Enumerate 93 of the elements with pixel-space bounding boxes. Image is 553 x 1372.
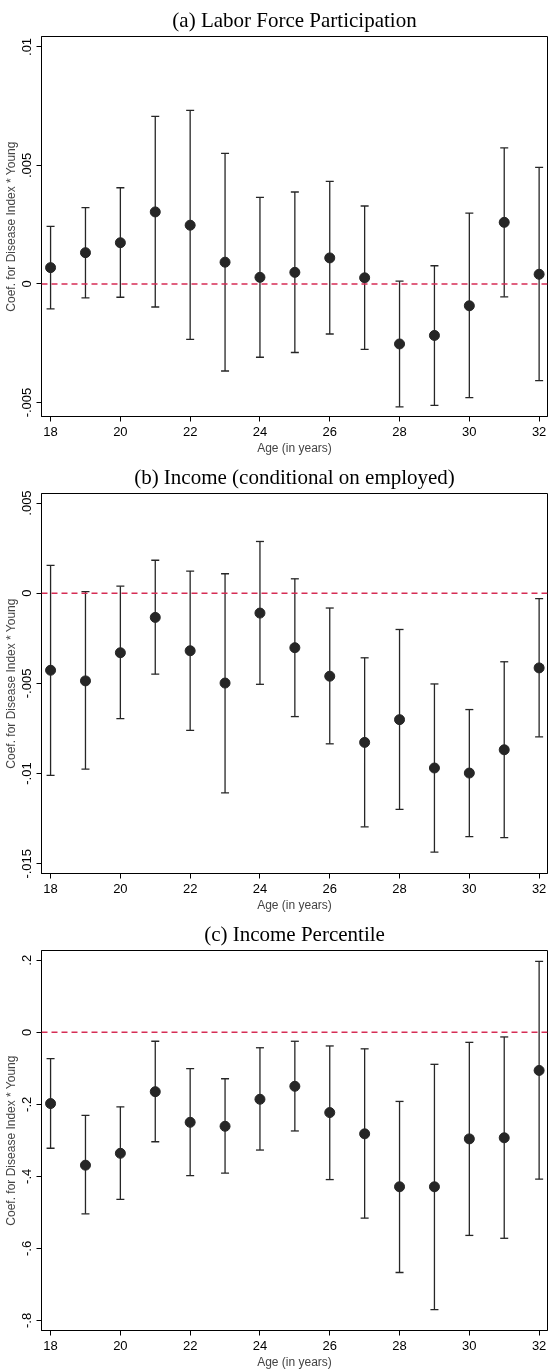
y-tick-label: -.005 xyxy=(19,387,35,418)
point xyxy=(428,329,440,341)
point xyxy=(254,271,266,283)
x-tick-label: 18 xyxy=(43,880,58,896)
point xyxy=(184,219,196,231)
point xyxy=(289,642,301,654)
x-tick-label: 26 xyxy=(322,880,337,896)
x-tick-label: 30 xyxy=(462,1337,477,1353)
point xyxy=(498,1132,510,1144)
point xyxy=(45,664,57,676)
y-tick-label: .01 xyxy=(19,37,35,56)
point xyxy=(463,1133,475,1145)
y-tick-label: -.015 xyxy=(19,848,35,879)
x-tick-label: 22 xyxy=(182,423,198,439)
point xyxy=(463,767,475,779)
x-tick-label: 28 xyxy=(392,880,407,896)
point xyxy=(324,252,336,264)
y-axis-title: Coef. for Disease Index * Young xyxy=(3,1055,18,1226)
x-tick-label: 20 xyxy=(113,880,128,896)
point xyxy=(359,272,371,284)
point xyxy=(184,645,196,657)
x-tick-label: 30 xyxy=(462,423,477,439)
point xyxy=(394,1181,406,1193)
point xyxy=(184,1116,196,1128)
point xyxy=(45,1098,57,1110)
point xyxy=(463,300,475,312)
point xyxy=(428,1181,440,1193)
y-axis-title: Coef. for Disease Index * Young xyxy=(3,141,18,312)
y-tick-label: -.01 xyxy=(19,762,35,785)
y-tick-label: .2 xyxy=(19,954,35,966)
chart-title: (b) Income (conditional on employed) xyxy=(134,464,455,489)
point xyxy=(45,262,57,274)
point xyxy=(79,1159,91,1171)
x-tick-label: 28 xyxy=(392,423,407,439)
x-tick-label: 26 xyxy=(322,1337,337,1353)
point xyxy=(114,1147,126,1159)
point xyxy=(219,256,231,268)
point xyxy=(79,247,91,259)
point xyxy=(289,266,301,278)
y-tick-label: -.4 xyxy=(19,1168,35,1184)
point xyxy=(324,1107,336,1119)
y-tick-label: 0 xyxy=(19,589,35,597)
x-tick-label: 22 xyxy=(182,1337,198,1353)
x-tick-label: 32 xyxy=(531,880,547,896)
point xyxy=(114,237,126,249)
x-tick-label: 30 xyxy=(462,880,477,896)
chart-title: (a) Labor Force Participation xyxy=(172,7,418,32)
x-axis-title: Age (in years) xyxy=(257,897,332,912)
y-tick-label: .005 xyxy=(19,152,35,179)
y-tick-label: -.6 xyxy=(19,1240,35,1256)
point xyxy=(394,714,406,726)
point xyxy=(324,670,336,682)
point xyxy=(428,762,440,774)
x-axis-title: Age (in years) xyxy=(257,1354,332,1369)
point xyxy=(149,611,161,623)
y-tick-label: 0 xyxy=(19,1028,35,1036)
point xyxy=(219,677,231,689)
x-tick-label: 18 xyxy=(43,1337,58,1353)
x-tick-label: 20 xyxy=(113,1337,128,1353)
point xyxy=(359,736,371,748)
x-tick-label: 24 xyxy=(252,880,268,896)
point xyxy=(254,1093,266,1105)
point xyxy=(289,1080,301,1092)
x-tick-label: 20 xyxy=(113,423,128,439)
point xyxy=(359,1128,371,1140)
y-tick-label: -.8 xyxy=(19,1312,35,1328)
point xyxy=(394,338,406,350)
point xyxy=(149,206,161,218)
point xyxy=(254,607,266,619)
y-tick-label: .005 xyxy=(19,490,35,516)
point xyxy=(149,1086,161,1098)
chart-title: (c) Income Percentile xyxy=(204,921,385,946)
x-tick-label: 24 xyxy=(252,423,268,439)
point xyxy=(498,744,510,756)
y-tick-label: -.005 xyxy=(19,668,35,699)
x-tick-label: 18 xyxy=(43,423,58,439)
point xyxy=(533,268,545,280)
point xyxy=(219,1120,231,1132)
x-tick-label: 22 xyxy=(182,880,198,896)
x-tick-label: 32 xyxy=(531,423,547,439)
point xyxy=(533,662,545,674)
point xyxy=(114,647,126,659)
y-tick-label: 0 xyxy=(19,280,35,288)
y-axis-title: Coef. for Disease Index * Young xyxy=(3,598,18,769)
point xyxy=(79,675,91,687)
y-tick-label: -.2 xyxy=(19,1096,35,1112)
point xyxy=(533,1064,545,1076)
point xyxy=(498,216,510,228)
x-tick-label: 28 xyxy=(392,1337,407,1353)
x-tick-label: 24 xyxy=(252,1337,268,1353)
x-tick-label: 32 xyxy=(531,1337,547,1353)
x-axis-title: Age (in years) xyxy=(257,440,332,455)
x-tick-label: 26 xyxy=(322,423,337,439)
